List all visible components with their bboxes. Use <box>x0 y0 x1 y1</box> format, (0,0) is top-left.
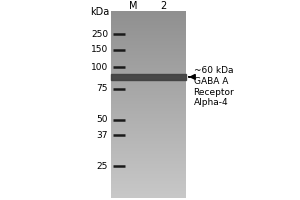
Text: M: M <box>129 1 138 11</box>
Text: Receptor: Receptor <box>194 88 234 97</box>
Text: 100: 100 <box>91 63 108 72</box>
Text: 2: 2 <box>160 1 166 11</box>
Text: GABA A: GABA A <box>194 77 228 86</box>
Bar <box>111 74 186 80</box>
Text: 50: 50 <box>97 115 108 124</box>
Text: 75: 75 <box>97 84 108 93</box>
Text: 150: 150 <box>91 45 108 54</box>
Text: kDa: kDa <box>90 7 109 17</box>
Text: ~60 kDa: ~60 kDa <box>194 66 233 75</box>
Text: Alpha-4: Alpha-4 <box>194 98 228 107</box>
Text: 250: 250 <box>91 30 108 39</box>
Text: 25: 25 <box>97 162 108 171</box>
Text: 37: 37 <box>97 131 108 140</box>
